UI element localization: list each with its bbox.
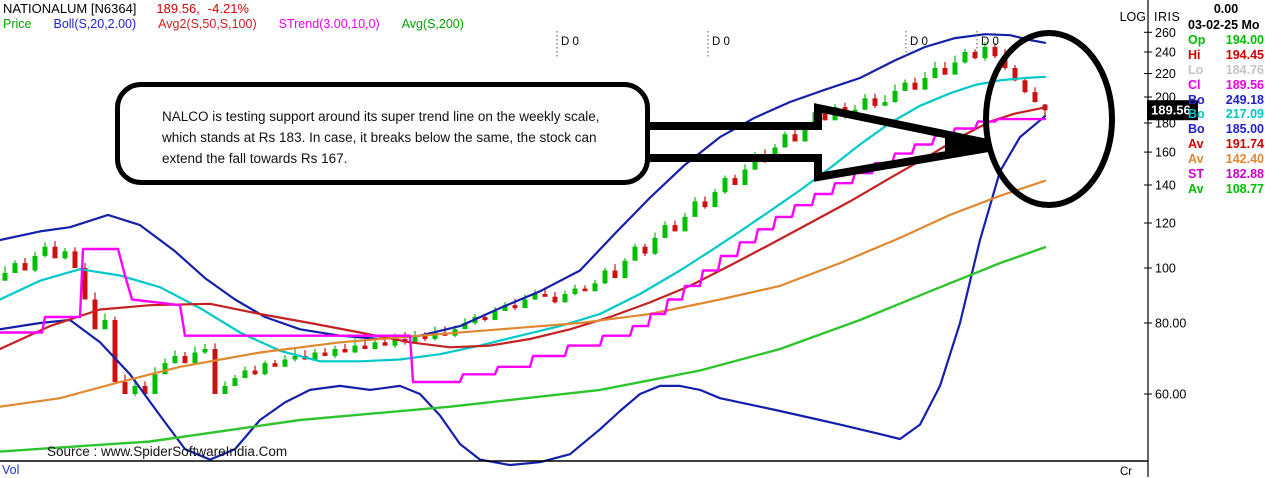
quote-row-value: 217.09: [1225, 107, 1264, 122]
scrip-name: NATIONALUM [N6364]: [3, 1, 137, 16]
source-credit: Source : www.SpiderSoftwareIndia.Com: [47, 444, 288, 459]
panel-top-value: 0.00: [1213, 2, 1239, 16]
axis-tick-label: 60.00: [1155, 388, 1186, 402]
quote-row-label: ST: [1188, 167, 1204, 182]
quote-row: Av 108.77: [1188, 182, 1264, 197]
quote-row: ST 182.88: [1188, 167, 1264, 182]
quote-row-value: 108.77: [1225, 181, 1264, 196]
legend-item: STrend(3.00,10,0): [278, 17, 380, 31]
dividend-marker-label[interactable]: D 0: [712, 36, 730, 48]
quote-row-label: Av: [1188, 152, 1204, 167]
annotation-text: NALCO is testing support around its supe…: [162, 109, 600, 166]
dividend-marker-label[interactable]: D 0: [910, 36, 928, 48]
callout-arrow-bottom: [645, 144, 989, 182]
quote-row: Op 194.00: [1188, 33, 1264, 48]
quote-panel: 0.00 03-02-25 Mo Op 194.00 Hi 194.45 Lo 184.7…: [1188, 2, 1264, 197]
quote-row-label: Bo: [1188, 92, 1205, 107]
axis-tick-label: 220: [1155, 67, 1176, 81]
axis-tick-label: 160: [1155, 146, 1176, 160]
dividend-marker-label[interactable]: D 0: [561, 36, 579, 48]
quote-row-label: Op: [1188, 33, 1206, 47]
quote-rows: Op 194.00 Hi 194.45 Lo 184.76 Cl 189.56 Bo 249.18…: [1188, 33, 1264, 197]
indicator-legend: Price Boll(S,20,2.00) Avg2(S,50,S,100) STre…: [3, 17, 486, 31]
quote-row-label: Bo: [1188, 122, 1205, 137]
quote-row-label: Hi: [1188, 47, 1201, 62]
axis-tick-label: 80.00: [1155, 317, 1186, 331]
quote-row: Bo 249.18: [1188, 93, 1264, 108]
dividend-marker-label[interactable]: D 0: [981, 36, 999, 48]
quote-row-label: Lo: [1188, 62, 1204, 77]
legend-item: Price: [3, 17, 32, 31]
quote-row-value: 142.40: [1225, 152, 1264, 167]
quote-row-value: 189.56: [1225, 77, 1264, 92]
legend-item: Avg2(S,50,S,100): [158, 17, 257, 31]
axis-tick-label: 140: [1155, 179, 1176, 193]
quote-row: Bo 217.09: [1188, 107, 1264, 122]
overlay-supertrend: [0, 117, 1047, 384]
quote-row: Av 142.40: [1188, 152, 1264, 167]
last-price-tag: 189.56: [1151, 103, 1191, 118]
quote-row-value: 249.18: [1225, 92, 1264, 107]
quote-row-value: 185.00: [1225, 122, 1264, 137]
axis-tick-label: 240: [1155, 46, 1176, 60]
overlay-bollinger-mid: [0, 75, 1047, 363]
volume-pane-label: Vol: [2, 463, 20, 477]
quote-row-label: Bo: [1188, 107, 1205, 122]
quote-row-label: Cl: [1188, 77, 1201, 92]
legend-item: Boll(S,20,2.00): [53, 17, 137, 31]
callout-arrow-top: [645, 103, 989, 147]
quote-row: Lo 184.76: [1188, 63, 1264, 78]
overlay-avg-100: [0, 179, 1047, 408]
quote-row-value: 184.76: [1225, 62, 1264, 77]
annotation-box: NALCO is testing support around its supe…: [115, 82, 650, 185]
quote-row-value: 191.74: [1225, 137, 1264, 152]
quote-row-value: 182.88: [1225, 167, 1264, 182]
app-name-label: IRIS: [1154, 10, 1181, 24]
legend-item: Avg(S,200): [401, 17, 464, 31]
scrip-header: NATIONALUM [N6364] 189.56, -4.21%: [3, 1, 249, 16]
quote-row-label: Av: [1188, 181, 1204, 196]
overlay-avg-200: [0, 246, 1047, 453]
log-scale-label: LOG: [1119, 10, 1146, 24]
quote-row: Bo 185.00: [1188, 122, 1264, 137]
quote-row-value: 194.00: [1225, 33, 1264, 47]
quote-row: Cl 189.56: [1188, 78, 1264, 93]
last-price-tag-bg: [1147, 100, 1198, 121]
axis-tick-label: 100: [1155, 262, 1176, 276]
quote-row-label: Av: [1188, 137, 1204, 152]
quote-row: Hi 194.45: [1188, 48, 1264, 63]
callout-arrow-tip: [945, 131, 990, 159]
quote-row-value: 194.45: [1225, 47, 1264, 62]
overlay-bollinger-upper: [0, 33, 1047, 341]
last-price: 189.56,: [156, 1, 200, 16]
axis-tick-label: 120: [1155, 217, 1176, 231]
change-percent: -4.21%: [207, 1, 249, 16]
quote-row: Av 191.74: [1188, 137, 1264, 152]
cursor-date: 03-02-25 Mo: [1188, 18, 1260, 32]
overlay-bollinger-lower: [0, 115, 1047, 467]
volume-unit-label: Cr: [1120, 466, 1133, 478]
axis-tick-label: 260: [1155, 26, 1176, 40]
highlight-ellipse: [983, 30, 1115, 208]
